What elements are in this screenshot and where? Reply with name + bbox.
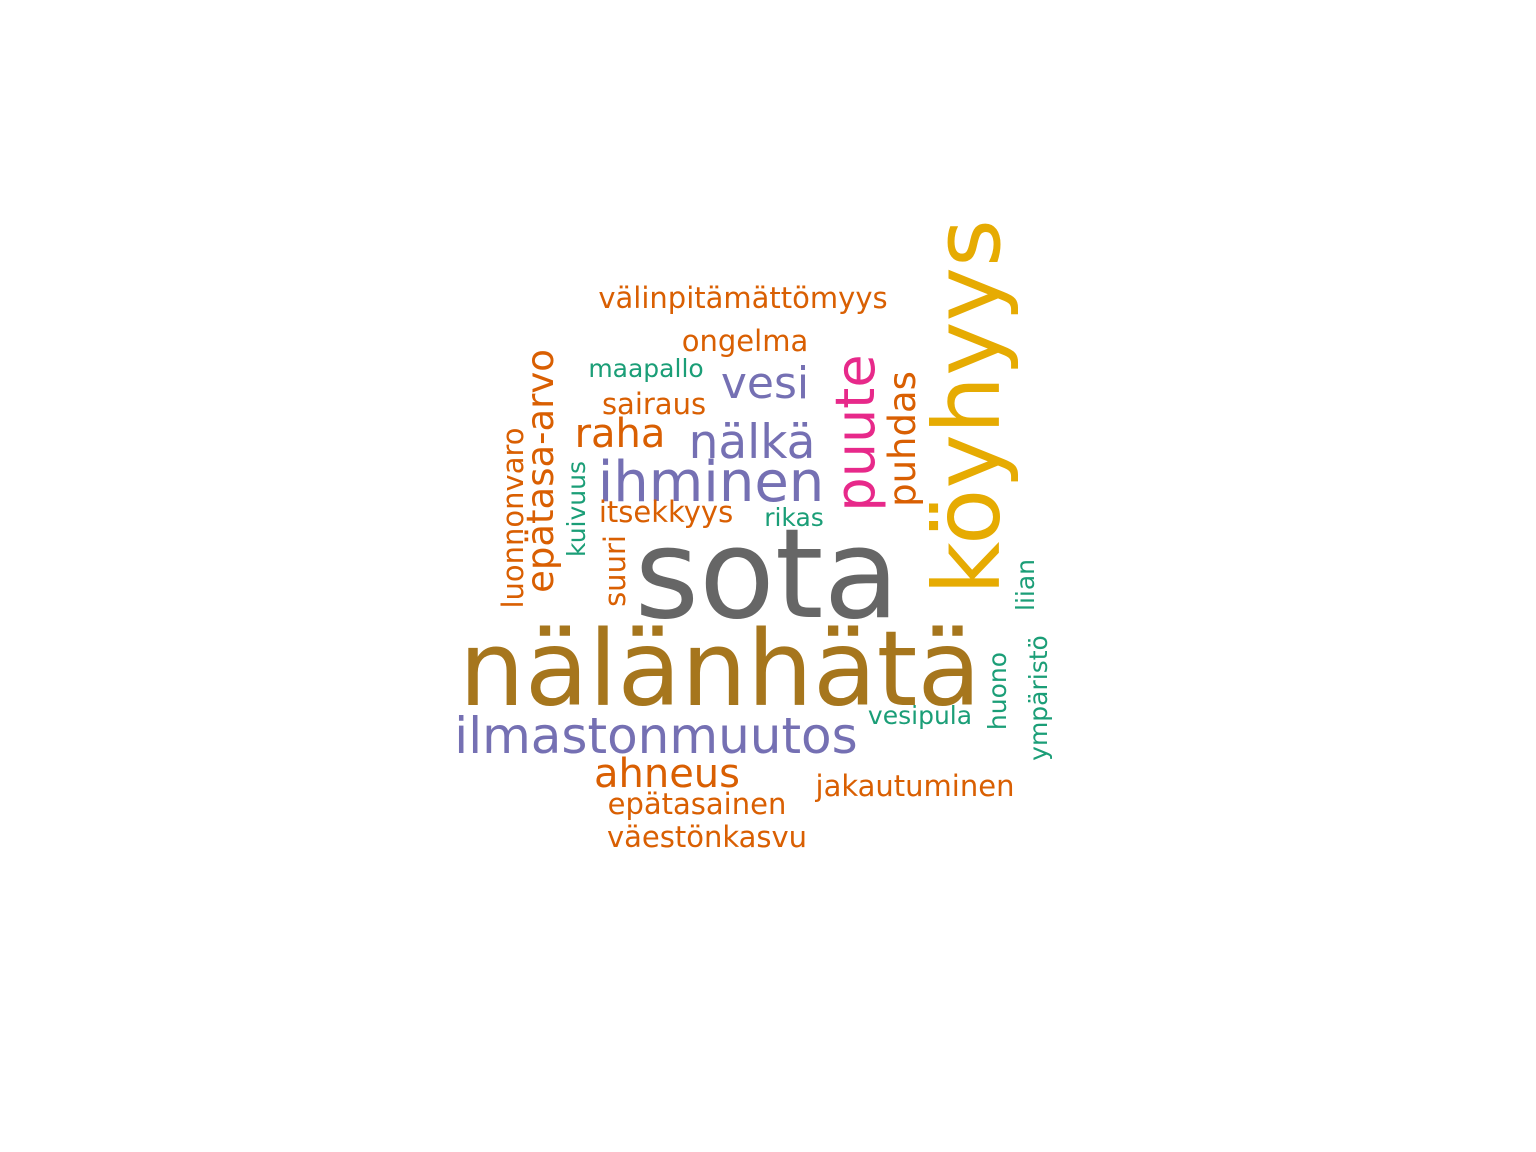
word-valinpitamattomyys: välinpitämättömyys bbox=[598, 281, 887, 315]
word-koyhyys: köyhyys bbox=[914, 219, 1021, 595]
word-epatasa-arvo: epätasa-arvo bbox=[519, 349, 562, 593]
word-vaestonkasvu: väestönkasvu bbox=[607, 820, 807, 854]
word-puhdas: puhdas bbox=[881, 371, 924, 507]
word-itsekkyys: itsekkyys bbox=[599, 495, 733, 529]
word-ahneus: ahneus bbox=[594, 751, 740, 797]
word-luonnonvaro: luonnonvaro bbox=[496, 427, 530, 608]
word-vesi: vesi bbox=[721, 358, 809, 409]
word-huono: huono bbox=[983, 652, 1012, 730]
word-ilmasto: vesipula bbox=[868, 701, 972, 730]
word-sairaus: sairaus bbox=[602, 387, 706, 421]
word-liian: liian bbox=[1011, 559, 1040, 611]
word-puute: puute bbox=[824, 354, 887, 511]
word-ihminen: ihminen bbox=[598, 450, 825, 515]
word-raha: raha bbox=[575, 411, 666, 457]
word-jakautuminen: jakautuminen bbox=[815, 769, 1015, 803]
word-kuivuus: kuivuus bbox=[562, 461, 591, 557]
word-suuri: suuri bbox=[598, 535, 632, 607]
word-rikas: rikas bbox=[764, 503, 824, 532]
word-sota: sota bbox=[634, 503, 899, 647]
word-ilmastonmuutos: ilmastonmuutos bbox=[454, 707, 857, 765]
word-nalka: nälkä bbox=[689, 415, 816, 470]
word-maapallo: maapallo bbox=[588, 354, 703, 383]
word-nalanhata: nälänhätä bbox=[459, 608, 981, 730]
word-ymparisto: ympäristö bbox=[1024, 635, 1053, 761]
word-ongelma: ongelma bbox=[682, 324, 808, 358]
word-epatasainen: epätasainen bbox=[608, 787, 787, 821]
